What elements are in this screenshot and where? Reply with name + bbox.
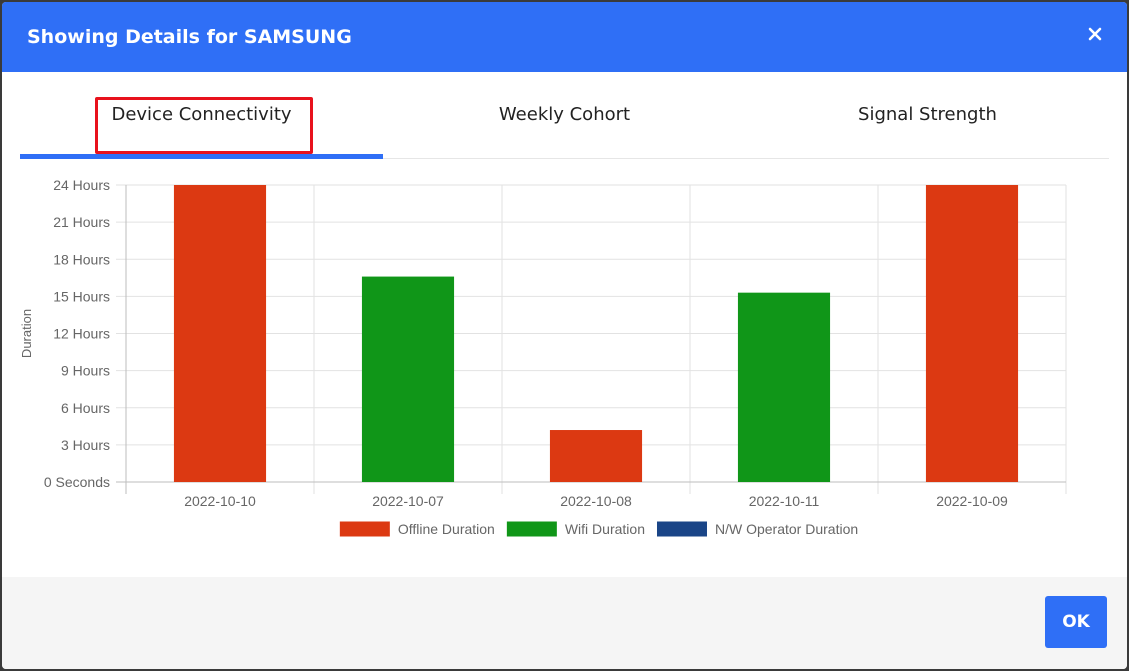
y-tick-label: 6 Hours <box>61 400 110 416</box>
x-tick-label: 2022-10-09 <box>936 493 1008 509</box>
bar <box>925 185 1019 482</box>
y-tick-label: 21 Hours <box>53 214 110 230</box>
dialog-footer: OK <box>2 577 1127 669</box>
x-tick-label: 2022-10-11 <box>749 493 820 509</box>
bar <box>737 292 831 482</box>
x-tick-label: 2022-10-08 <box>560 493 632 509</box>
legend-label: Wifi Duration <box>565 521 645 537</box>
connectivity-chart: 0 Seconds 3 Hours 6 Hours 9 Hours 12 Hours 15… <box>19 177 1067 537</box>
bar <box>173 185 267 482</box>
y-tick-label: 12 Hours <box>53 326 110 342</box>
dialog-body: Device Connectivity Weekly Cohort Signal… <box>2 72 1127 577</box>
legend-label: N/W Operator Duration <box>715 521 858 537</box>
ok-button[interactable]: OK <box>1045 596 1107 648</box>
bar <box>549 430 643 482</box>
close-button[interactable] <box>1083 22 1107 46</box>
y-tick-label: 15 Hours <box>53 288 110 304</box>
y-tick-label: 18 Hours <box>53 251 110 267</box>
legend-label: Offline Duration <box>398 521 495 537</box>
tab-bar: Device Connectivity Weekly Cohort Signal… <box>20 72 1109 159</box>
tab-weekly-cohort[interactable]: Weekly Cohort <box>498 103 631 125</box>
tab-signal-strength[interactable]: Signal Strength <box>858 103 997 125</box>
y-tick-label: 9 Hours <box>61 363 110 379</box>
y-tick-label: 24 Hours <box>53 177 110 193</box>
dialog-header: Showing Details for SAMSUNG <box>2 2 1127 72</box>
bar <box>361 276 455 482</box>
legend-swatch <box>656 521 707 537</box>
x-tick-label: 2022-10-10 <box>184 493 256 509</box>
tab-device-connectivity[interactable]: Device Connectivity <box>20 72 383 159</box>
legend-swatch <box>506 521 557 537</box>
x-tick-label: 2022-10-07 <box>372 493 444 509</box>
y-tick-label: 0 Seconds <box>44 474 110 490</box>
y-axis-title: Duration <box>19 309 34 358</box>
close-icon <box>1088 27 1102 41</box>
legend-swatch <box>339 521 390 537</box>
dialog-title: Showing Details for SAMSUNG <box>27 26 352 48</box>
y-tick-label: 3 Hours <box>61 437 110 453</box>
